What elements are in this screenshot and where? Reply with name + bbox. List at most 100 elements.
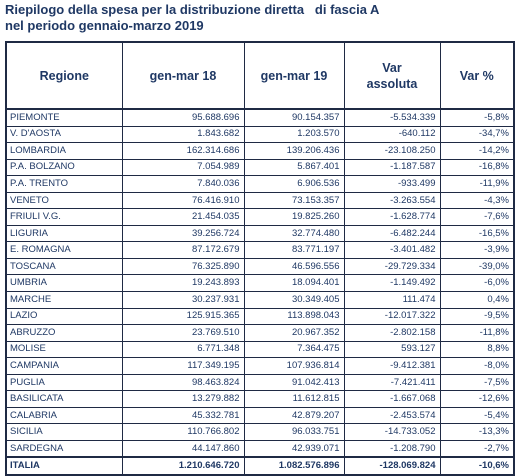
value-cell: -11,9% [439, 175, 515, 193]
value-cell: 113.898.043 [243, 308, 345, 326]
table-row: CALABRIA 45.332.781 42.879.207 -2.453.574 -5… [5, 407, 515, 425]
value-cell: 83.771.197 [243, 241, 345, 259]
region-cell: BASILICATA [5, 390, 123, 408]
value-cell: -2.802.158 [343, 324, 441, 342]
value-cell: -5,4% [439, 407, 515, 425]
value-cell: -640.112 [343, 126, 441, 144]
value-cell: -29.729.334 [343, 258, 441, 276]
region-cell: UMBRIA [5, 274, 123, 293]
value-cell: -4,3% [439, 192, 515, 210]
value-cell: -14.733.052 [343, 423, 441, 441]
value-cell: 30.349.405 [243, 291, 345, 309]
title-line-2: nel periodo gennaio-marzo 2019 [5, 18, 204, 33]
value-cell: 1.203.570 [243, 126, 345, 144]
value-cell: -1.628.774 [343, 208, 441, 226]
value-cell: 39.256.724 [121, 225, 245, 243]
value-cell: 23.769.510 [121, 324, 245, 342]
region-cell: LOMBARDIA [5, 142, 123, 160]
value-cell: -9,5% [439, 308, 515, 326]
table-row: VENETO 76.416.910 73.153.357 -3.263.554 -4,3… [5, 192, 515, 210]
value-cell: -3,9% [439, 241, 515, 259]
table-row: PUGLIA 98.463.824 91.042.413 -7.421.411 -7,5… [5, 374, 515, 392]
region-cell: CALABRIA [5, 407, 123, 425]
value-cell: 107.936.814 [243, 357, 345, 375]
value-cell: -23.108.250 [343, 142, 441, 160]
region-cell: MOLISE [5, 341, 123, 359]
value-cell: 30.237.931 [121, 291, 245, 309]
region-cell: LIGURIA [5, 225, 123, 243]
value-cell: 139.206.436 [243, 142, 345, 160]
value-cell: -3.401.482 [343, 241, 441, 259]
value-cell: 46.596.556 [243, 258, 345, 276]
value-cell: 42.939.071 [243, 440, 345, 458]
table-row: LAZIO 125.915.365 113.898.043 -12.017.322 -9… [5, 308, 515, 326]
region-cell: ABRUZZO [5, 324, 123, 342]
header-var-assoluta: Var assoluta [343, 41, 441, 110]
value-cell: 95.688.696 [121, 109, 245, 127]
value-cell: -16,5% [439, 225, 515, 243]
table-row: P.A. TRENTO 7.840.036 6.906.536 -933.499 -11… [5, 175, 515, 193]
value-cell: -39,0% [439, 258, 515, 276]
value-cell: -128.069.824 [343, 456, 441, 476]
value-cell: -16,8% [439, 159, 515, 177]
value-cell: 11.612.815 [243, 390, 345, 408]
value-cell: 111.474 [343, 291, 441, 309]
value-cell: 1.843.682 [121, 126, 245, 144]
value-cell: 32.774.480 [243, 225, 345, 243]
value-cell: -1.208.790 [343, 440, 441, 458]
value-cell: 117.349.195 [121, 357, 245, 375]
value-cell: 1.210.646.720 [121, 456, 245, 476]
table-row: CAMPANIA 117.349.195 107.936.814 -9.412.381… [5, 357, 515, 375]
value-cell: 42.879.207 [243, 407, 345, 425]
value-cell: 21.454.035 [121, 208, 245, 226]
region-cell: SICILIA [5, 423, 123, 441]
title-line-1: Riepilogo della spesa per la distribuzio… [5, 2, 380, 17]
value-cell: 19.243.893 [121, 274, 245, 293]
value-cell: 6.771.348 [121, 341, 245, 359]
table-row: P.A. BOLZANO 7.054.989 5.867.401 -1.187.587… [5, 159, 515, 177]
value-cell: -9.412.381 [343, 357, 441, 375]
table-row: E. ROMAGNA 87.172.679 83.771.197 -3.401.482… [5, 241, 515, 259]
value-cell: 0,4% [439, 291, 515, 309]
value-cell: 91.042.413 [243, 374, 345, 392]
value-cell: -5,8% [439, 109, 515, 127]
header-gen-mar-18: gen-mar 18 [121, 41, 245, 110]
value-cell: -1.149.492 [343, 274, 441, 293]
value-cell: -11,8% [439, 324, 515, 342]
region-cell: MARCHE [5, 291, 123, 309]
value-cell: -1.187.587 [343, 159, 441, 177]
value-cell: 8,8% [439, 341, 515, 359]
value-cell: -933.499 [343, 175, 441, 193]
value-cell: -7,5% [439, 374, 515, 392]
value-cell: -2.453.574 [343, 407, 441, 425]
value-cell: -5.534.339 [343, 109, 441, 127]
value-cell: -10,6% [439, 456, 515, 476]
value-cell: 96.033.751 [243, 423, 345, 441]
region-cell: LAZIO [5, 308, 123, 326]
value-cell: 19.825.260 [243, 208, 345, 226]
value-cell: -12.017.322 [343, 308, 441, 326]
value-cell: -3.263.554 [343, 192, 441, 210]
table-row: LIGURIA 39.256.724 32.774.480 -6.482.244 -16… [5, 225, 515, 243]
value-cell: 125.915.365 [121, 308, 245, 326]
region-cell: E. ROMAGNA [5, 241, 123, 259]
region-cell: PUGLIA [5, 374, 123, 392]
value-cell: 1.082.576.896 [243, 456, 345, 476]
page-title: Riepilogo della spesa per la distribuzio… [5, 2, 379, 34]
table-row: TOSCANA 76.325.890 46.596.556 -29.729.334 -3… [5, 258, 515, 276]
value-cell: 90.154.357 [243, 109, 345, 127]
region-cell: V. D'AOSTA [5, 126, 123, 144]
region-cell: SARDEGNA [5, 440, 123, 458]
header-regione: Regione [5, 41, 123, 110]
table-row: LOMBARDIA 162.314.686 139.206.436 -23.108.2… [5, 142, 515, 160]
table-row: MOLISE 6.771.348 7.364.475 593.127 8,8% [5, 341, 515, 359]
table-row: V. D'AOSTA 1.843.682 1.203.570 -640.112 -34,… [5, 126, 515, 144]
total-row: ITALIA 1.210.646.720 1.082.576.896 -128.069… [5, 456, 515, 476]
region-cell: FRIULI V.G. [5, 208, 123, 226]
value-cell: -6,0% [439, 274, 515, 293]
value-cell: -13,3% [439, 423, 515, 441]
value-cell: -14,2% [439, 142, 515, 160]
value-cell: 593.127 [343, 341, 441, 359]
table-row: SICILIA 110.766.802 96.033.751 -14.733.052-… [5, 423, 515, 441]
value-cell: 20.967.352 [243, 324, 345, 342]
